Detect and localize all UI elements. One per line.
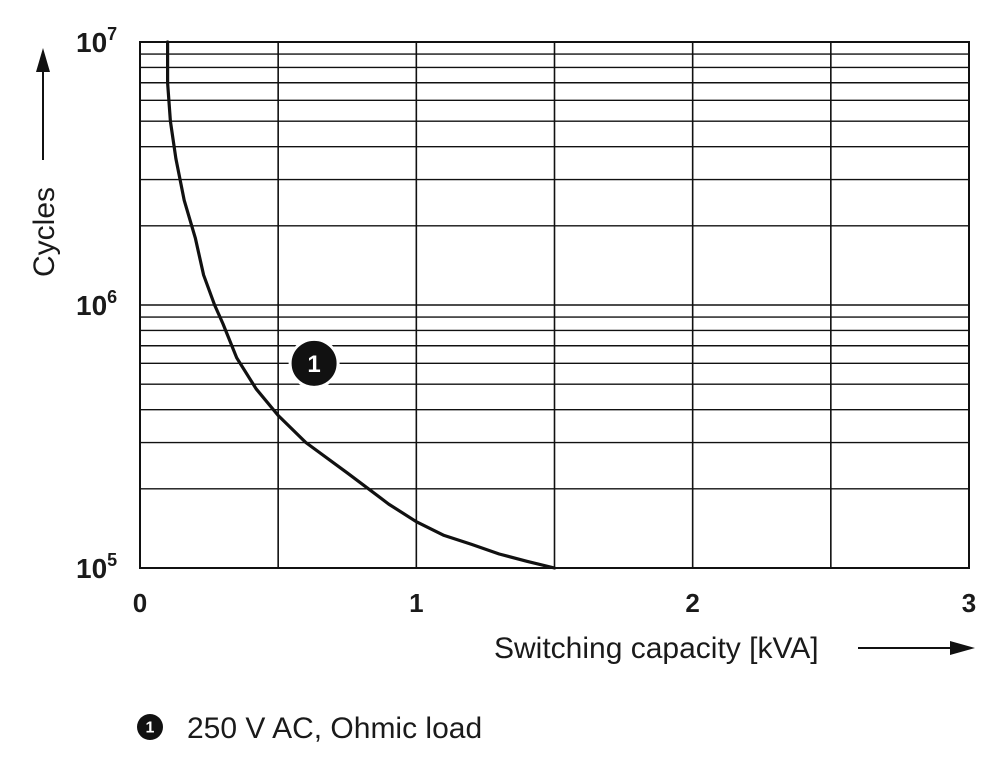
y-tick-label: 105 — [76, 550, 117, 584]
y-tick-label: 106 — [76, 287, 117, 321]
x-tick-label: 0 — [133, 588, 147, 618]
y-tick-base: 10 — [76, 553, 107, 584]
curve-marker-circle — [288, 337, 340, 389]
series-line-250v-ac-ohmic — [166, 40, 557, 570]
x-tick-label: 2 — [685, 588, 699, 618]
curve-marker: 1 — [288, 337, 340, 389]
x-tick-label: 3 — [962, 588, 976, 618]
curve-marker-label: 1 — [307, 351, 320, 378]
y-tick-label: 107 — [76, 24, 117, 58]
legend-text: 250 V AC, Ohmic load — [187, 712, 482, 745]
legend-marker-label: 1 — [146, 720, 155, 737]
legend-marker-circle — [137, 714, 163, 740]
grid — [140, 42, 969, 568]
legend: 1 250 V AC, Ohmic load — [137, 712, 482, 745]
x-axis-arrow-head — [950, 641, 975, 655]
x-tick-label: 1 — [409, 588, 423, 618]
y-axis-arrow-head — [36, 48, 50, 72]
y-tick-exponent: 6 — [107, 287, 117, 307]
x-axis-label-group: Switching capacity [kVA] — [494, 632, 975, 665]
y-tick-exponent: 7 — [107, 24, 117, 44]
y-tick-base: 10 — [76, 290, 107, 321]
x-tick-labels: 0 1 2 3 — [133, 588, 976, 618]
y-axis-label: Cycles — [28, 187, 61, 277]
y-tick-exponent: 5 — [107, 550, 117, 570]
y-axis-label-group: Cycles — [28, 48, 61, 277]
y-tick-base: 10 — [76, 27, 107, 58]
x-axis-label: Switching capacity [kVA] — [494, 632, 819, 665]
